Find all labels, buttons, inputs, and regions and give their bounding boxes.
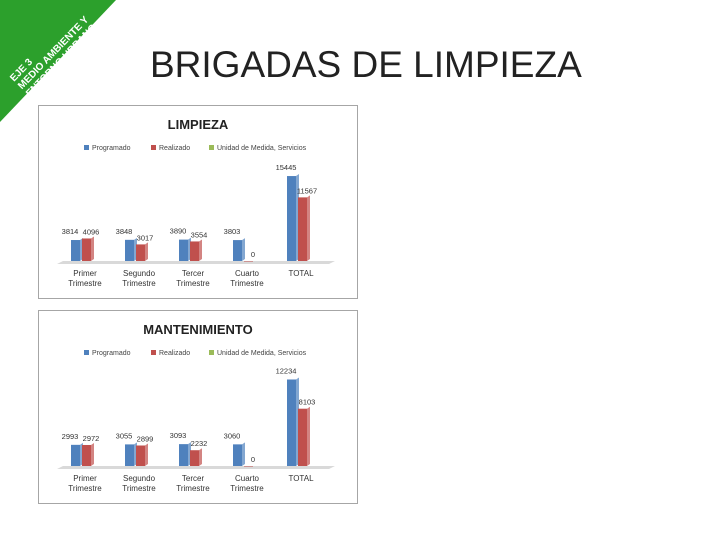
floor	[57, 261, 335, 264]
chart-title: MANTENIMIENTO	[143, 322, 253, 337]
value-label: 3055	[116, 431, 133, 440]
bar	[125, 239, 134, 261]
value-label: 3060	[224, 431, 241, 440]
bar	[179, 444, 188, 466]
bar	[82, 444, 91, 466]
bar	[287, 379, 296, 466]
bar-side	[307, 195, 310, 261]
bar	[287, 176, 296, 261]
bar	[179, 239, 188, 261]
bar-side	[199, 239, 202, 261]
x-tick-label: Primer Trimestre	[68, 474, 102, 493]
bar	[125, 444, 134, 466]
legend-swatch	[151, 350, 156, 355]
bar	[82, 238, 91, 261]
legend-label: Realizado	[159, 145, 190, 152]
legend-swatch	[209, 145, 214, 150]
value-label: 3814	[62, 227, 79, 236]
legend-swatch	[151, 145, 156, 150]
x-tick-label: Cuarto Trimestre	[230, 269, 264, 288]
bar-side	[242, 442, 245, 466]
legend-swatch	[84, 350, 89, 355]
legend-label: Programado	[92, 350, 131, 357]
bar-side	[145, 443, 148, 466]
value-label: 2993	[62, 432, 79, 441]
bar	[136, 445, 145, 466]
slide-title: BRIGADAS DE LIMPIEZA	[150, 44, 582, 85]
x-tick-label: Cuarto Trimestre	[230, 474, 264, 493]
bar	[233, 240, 242, 261]
legend-label: Unidad de Medida, Servicios	[217, 350, 307, 357]
chart: LIMPIEZA Programado Realizado Unidad de Med…	[38, 105, 358, 299]
x-tick-label: TOTAL	[288, 474, 314, 483]
x-tick-label: Tercer Trimestre	[176, 269, 210, 288]
chart-svg: LIMPIEZA Programado Realizado Unidad de Med…	[57, 117, 335, 264]
value-label: 12234	[276, 366, 297, 375]
chart-title: LIMPIEZA	[168, 117, 229, 132]
chart-svg: MANTENIMIENTO Programado Realizado Unidad d…	[57, 322, 335, 469]
chart: MANTENIMIENTO Programado Realizado Unidad d…	[38, 310, 358, 504]
floor	[57, 466, 335, 469]
legend-label: Realizado	[159, 350, 190, 357]
x-tick-label: Segundo Trimestre	[122, 474, 156, 493]
bar	[71, 240, 80, 261]
value-label: 3017	[137, 233, 154, 242]
value-label: 8103	[299, 398, 316, 407]
legend-swatch	[84, 145, 89, 150]
x-tick-label: Segundo Trimestre	[122, 269, 156, 288]
banner-shape	[0, 0, 116, 122]
bar	[136, 244, 145, 261]
legend-label: Programado	[92, 145, 131, 152]
bar-side	[253, 464, 256, 466]
bar-side	[253, 259, 256, 261]
bar-side	[91, 236, 94, 261]
legend-swatch	[209, 350, 214, 355]
x-tick-label: TOTAL	[288, 269, 314, 278]
value-label: 2899	[137, 434, 154, 443]
bar	[298, 408, 307, 466]
value-label: 3093	[170, 431, 187, 440]
value-label: 4096	[83, 227, 100, 236]
bar	[244, 261, 253, 262]
banner: EJE 3 MEDIO AMBIENTE Y ENTORNO URBANO	[0, 0, 116, 122]
value-label: 3803	[224, 227, 241, 236]
bar	[244, 466, 253, 467]
value-label: 3554	[191, 230, 208, 239]
x-tick-label: Tercer Trimestre	[176, 474, 210, 493]
value-label: 11567	[297, 186, 317, 195]
x-tick-label: Primer Trimestre	[68, 269, 102, 288]
bar	[71, 444, 80, 466]
bar-side	[145, 242, 148, 261]
bar	[298, 197, 307, 261]
bar	[190, 241, 199, 261]
value-label: 15445	[276, 163, 297, 172]
value-label: 2972	[83, 434, 100, 443]
bar-side	[91, 442, 94, 466]
value-label: 3890	[170, 227, 187, 236]
legend-label: Unidad de Medida, Servicios	[217, 145, 307, 152]
bar-side	[307, 406, 310, 466]
value-label: 3848	[116, 227, 133, 236]
bar-side	[242, 238, 245, 261]
bar	[190, 450, 199, 466]
value-label: 0	[251, 250, 255, 259]
value-label: 2232	[191, 439, 208, 448]
bar	[233, 444, 242, 466]
value-label: 0	[251, 455, 255, 464]
bar-side	[199, 448, 202, 466]
